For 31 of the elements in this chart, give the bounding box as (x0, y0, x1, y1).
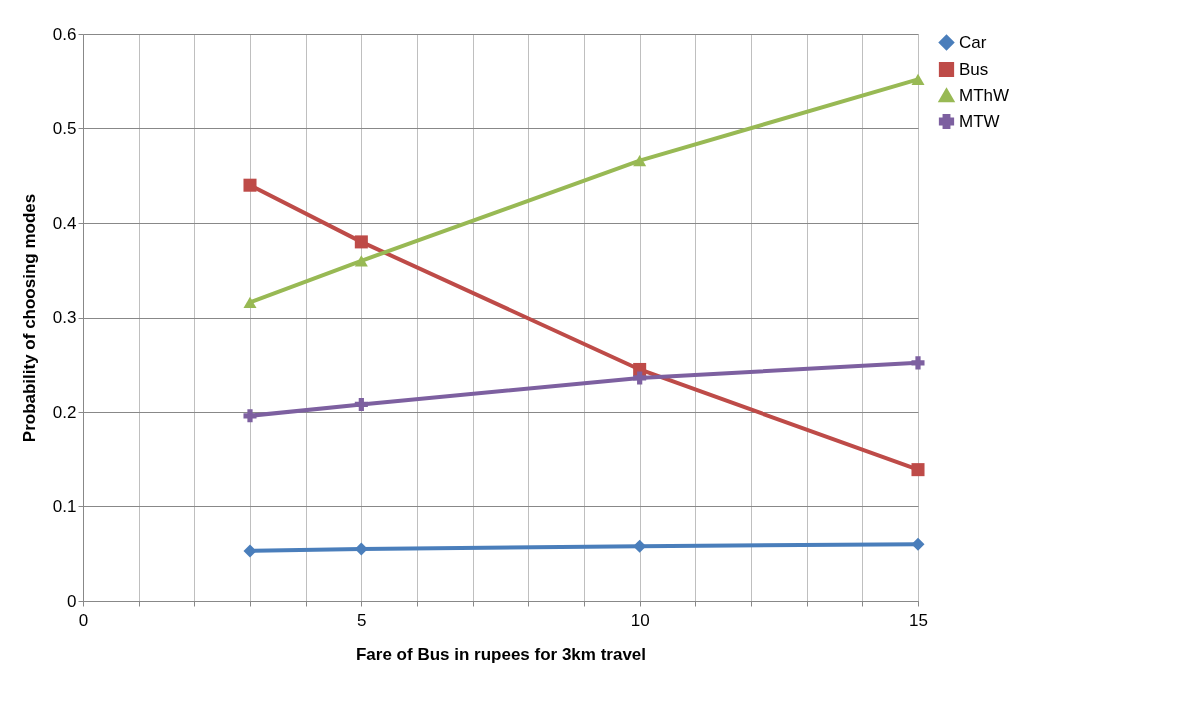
point (633, 539, 647, 553)
point (911, 537, 925, 551)
x-tick-label: 10 (630, 610, 650, 630)
x-axis-title: Fare of Bus in rupees for 3km travel (355, 644, 647, 664)
point (354, 542, 368, 556)
x-tick-label: 15 (909, 610, 928, 630)
y-tick-label: 0.5 (52, 119, 77, 138)
point (243, 409, 257, 423)
point (354, 255, 368, 267)
y-tick-label: 0.1 (52, 497, 77, 516)
x-tick-label: 5 (357, 610, 367, 630)
point (911, 463, 925, 477)
y-tick-label: 0 (67, 591, 77, 611)
y-tick-label: 0.3 (52, 308, 77, 327)
point (354, 235, 368, 249)
legend-label: Car (959, 32, 987, 52)
legend-label: MThW (959, 85, 1010, 105)
point (633, 154, 647, 167)
point (354, 397, 368, 411)
y-tick-label: 0.4 (52, 213, 77, 233)
point (911, 356, 925, 370)
y-axis-title: Probability of choosing modes (19, 193, 39, 443)
point (243, 296, 257, 309)
point (243, 544, 257, 558)
legend-label: Bus (959, 59, 989, 79)
y-tick-label: 0.6 (52, 24, 77, 44)
point (633, 371, 647, 385)
point (243, 178, 257, 192)
legend-label: MTW (959, 111, 1000, 131)
point (911, 73, 925, 86)
y-tick-label: 0.2 (52, 402, 77, 422)
